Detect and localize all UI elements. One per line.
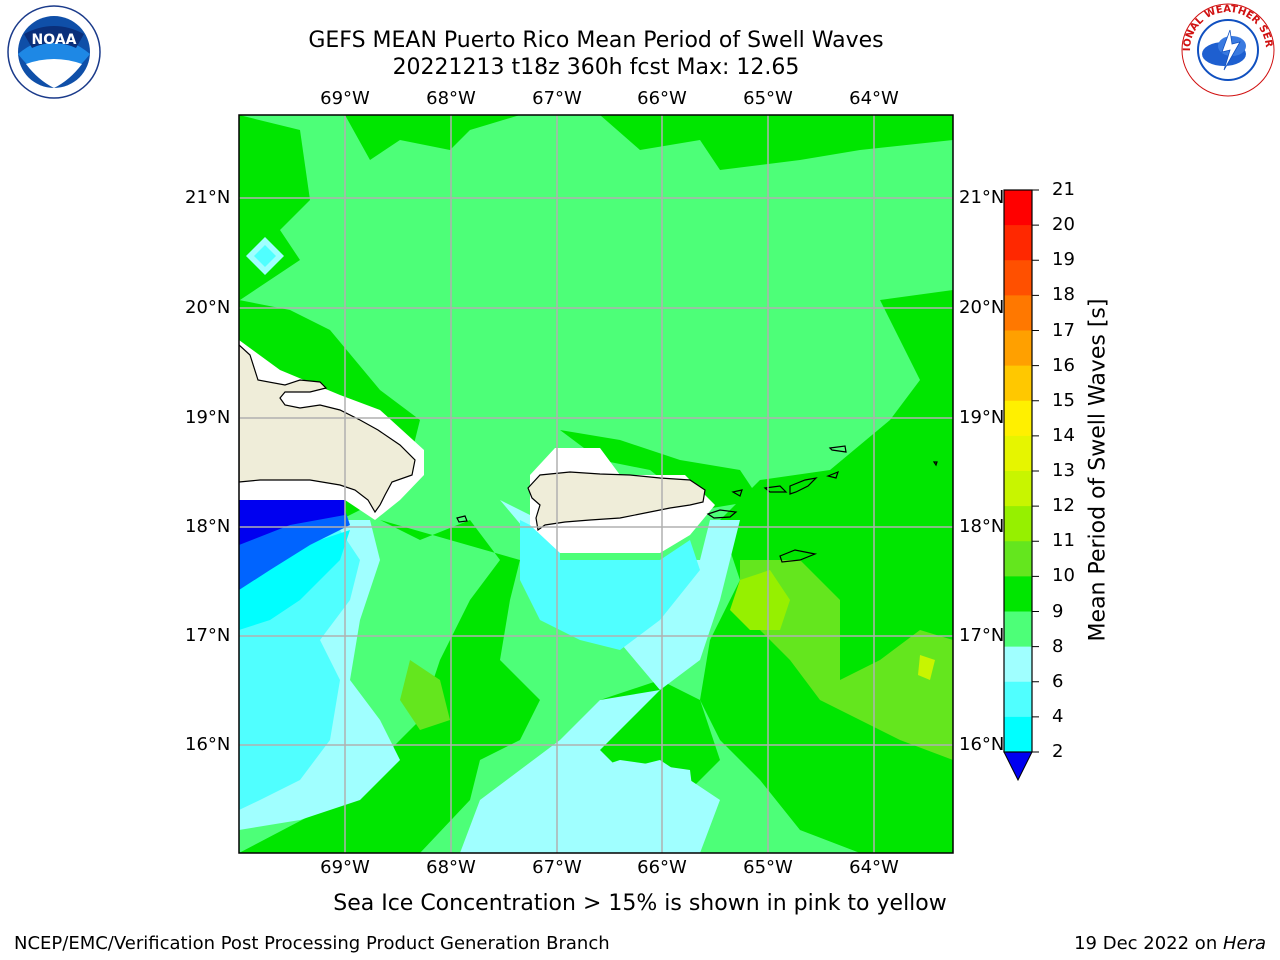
map-subtitle: 20221213 t18z 360h fcst Max: 12.65 [392, 55, 800, 80]
sea-ice-note: Sea Ice Concentration > 15% is shown in … [333, 891, 947, 916]
land-hispaniola [239, 344, 416, 514]
colorbar-tick-label: 17 [1052, 319, 1075, 341]
colorbar-segment [1004, 646, 1032, 683]
field-12-13-patch [730, 570, 790, 630]
footer-date-text: 19 Dec 2022 on [1074, 933, 1223, 954]
map-title: GEFS MEAN Puerto Rico Mean Period of Swe… [308, 28, 884, 53]
colorbar-tick-label: 6 [1052, 670, 1064, 692]
footer-host: Hera [1222, 933, 1266, 954]
colorbar-segment [1004, 330, 1032, 367]
colorbar [1003, 189, 1039, 782]
field-4-6-west [239, 530, 350, 630]
lon-label-bottom: 67°W [532, 857, 582, 878]
colorbar-tick-label: 11 [1052, 530, 1075, 552]
colorbar-segment [1004, 365, 1032, 402]
footer-date: 19 Dec 2022 on Hera [1074, 933, 1266, 954]
lon-label-bottom: 69°W [320, 857, 370, 878]
map-frame [238, 114, 954, 854]
colorbar-segment [1004, 190, 1032, 226]
colorbar-segment [1004, 681, 1032, 718]
colorbar-segment [1004, 506, 1032, 542]
lon-label-bottom: 64°W [849, 857, 899, 878]
svg-text:NOAA: NOAA [32, 32, 77, 48]
colorbar-tick-label: 4 [1052, 705, 1064, 727]
lat-label-left: 21°N [185, 187, 231, 208]
colorbar-tick-label: 2 [1052, 741, 1064, 762]
colorbar-tick-label: 19 [1052, 249, 1075, 271]
field-diamond-nw-core [254, 245, 276, 267]
lon-label-bottom: 66°W [637, 857, 687, 878]
field-11-12-east [740, 560, 953, 760]
field-below-2-west [239, 500, 345, 545]
colorbar-segment [1004, 225, 1032, 261]
lon-label-bottom: 65°W [743, 857, 793, 878]
lat-label-right: 17°N [959, 625, 1005, 646]
colorbar-tick-label: 15 [1052, 389, 1075, 411]
lat-label-left: 19°N [185, 407, 231, 428]
field-10-11-top-left [239, 115, 953, 170]
land-puerto-rico [527, 471, 706, 532]
nws-logo: NATIONAL WEATHER SERVICE [1180, 2, 1275, 97]
colorbar-tick-label: 8 [1052, 635, 1064, 657]
lon-label-top: 64°W [849, 88, 899, 109]
colorbar-tick-label: 21 [1052, 179, 1075, 200]
field-10-11-south-center [239, 520, 540, 853]
field-12-13-patch-east [918, 655, 935, 680]
lat-label-left: 18°N [185, 516, 231, 537]
colorbar-tick-label: 18 [1052, 284, 1075, 306]
lon-label-bottom: 68°W [426, 857, 476, 878]
lat-label-left: 17°N [185, 625, 231, 646]
lat-label-left: 16°N [185, 734, 231, 755]
lon-label-top: 69°W [320, 88, 370, 109]
colorbar-tick-label: 12 [1052, 495, 1075, 517]
lat-label-right: 18°N [959, 516, 1005, 537]
colorbar-segment [1004, 400, 1032, 437]
lon-label-top: 68°W [426, 88, 476, 109]
colorbar-segment [1004, 611, 1032, 648]
colorbar-title: Mean Period of Swell Waves [s] [1085, 298, 1111, 642]
field-8-9-south-patch [560, 760, 700, 853]
lat-label-left: 20°N [185, 297, 231, 318]
colorbar-segment [1004, 716, 1032, 753]
field-10-11-ne-strip [560, 430, 760, 510]
lon-label-top: 66°W [637, 88, 687, 109]
colorbar-tick-label: 14 [1052, 424, 1075, 446]
colorbar-segment [1004, 435, 1032, 472]
swell-period-field [239, 115, 953, 853]
lat-label-right: 20°N [959, 297, 1005, 318]
colorbar-segment [1004, 576, 1032, 612]
colorbar-tick-label: 9 [1052, 600, 1064, 622]
colorbar-segment [1004, 471, 1032, 507]
colorbar-segment [1004, 541, 1032, 577]
footer-credit: NCEP/EMC/Verification Post Processing Pr… [14, 933, 610, 954]
colorbar-tick-label: 16 [1052, 354, 1075, 376]
colorbar-tick-label: 13 [1052, 460, 1075, 481]
colorbar-segment [1004, 295, 1032, 331]
land-small-islands [456, 445, 938, 563]
field-6-8-center [520, 520, 700, 650]
colorbar-segment [1004, 260, 1032, 296]
colorbar-tick-label: 10 [1052, 565, 1075, 587]
graticule [239, 115, 953, 853]
noaa-logo: NOAA [7, 5, 101, 99]
lon-label-top: 67°W [532, 88, 582, 109]
colorbar-tick-label: 20 [1052, 214, 1075, 236]
colorbar-extension [1003, 751, 1033, 782]
lat-label-right: 21°N [959, 187, 1005, 208]
field-11-12-south [400, 660, 450, 730]
lat-label-right: 19°N [959, 407, 1005, 428]
lon-label-top: 65°W [743, 88, 793, 109]
lat-label-right: 16°N [959, 734, 1005, 755]
